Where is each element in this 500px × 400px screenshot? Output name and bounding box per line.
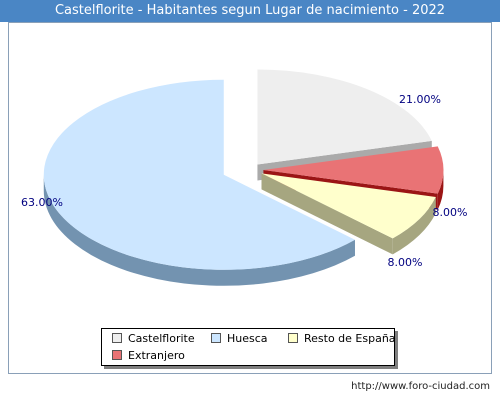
- pie-value-label: 8.00%: [433, 206, 468, 219]
- legend-item-resto-de-espana: Resto de España: [288, 332, 396, 346]
- legend-item-huesca: Huesca: [211, 332, 268, 346]
- legend-item-castelflorite: Castelflorite: [112, 332, 195, 346]
- legend-swatch: [288, 333, 298, 343]
- legend-label: Extranjero: [128, 349, 185, 362]
- pie-slice-side: [43, 174, 355, 286]
- pie-value-label: 8.00%: [388, 256, 423, 269]
- pie-slice-extranjero: [263, 146, 444, 194]
- legend-swatch: [112, 350, 122, 360]
- pie-slice-resto-de-espa-a: [261, 173, 436, 239]
- legend-label: Huesca: [227, 332, 268, 345]
- legend-item-extranjero: Extranjero: [112, 349, 185, 363]
- pie-slice-side: [437, 170, 444, 210]
- pie-value-label: 21.00%: [399, 93, 441, 106]
- legend: Castelflorite Huesca Resto de España Ext…: [101, 328, 396, 366]
- legend-label: Castelflorite: [128, 332, 195, 345]
- legend-swatch: [211, 333, 221, 343]
- pie-slice-castelflorite: [257, 69, 432, 165]
- pie-slice-edge: [261, 173, 393, 255]
- pie-slice-side: [392, 196, 436, 255]
- legend-label: Resto de España: [304, 332, 396, 345]
- pie-slice-huesca: [43, 79, 355, 270]
- chart-title: Castelflorite - Habitantes segun Lugar d…: [0, 0, 500, 22]
- pie-value-label: 63.00%: [21, 196, 63, 209]
- legend-swatch: [112, 333, 122, 343]
- footer-url: http://www.foro-ciudad.com: [351, 381, 490, 392]
